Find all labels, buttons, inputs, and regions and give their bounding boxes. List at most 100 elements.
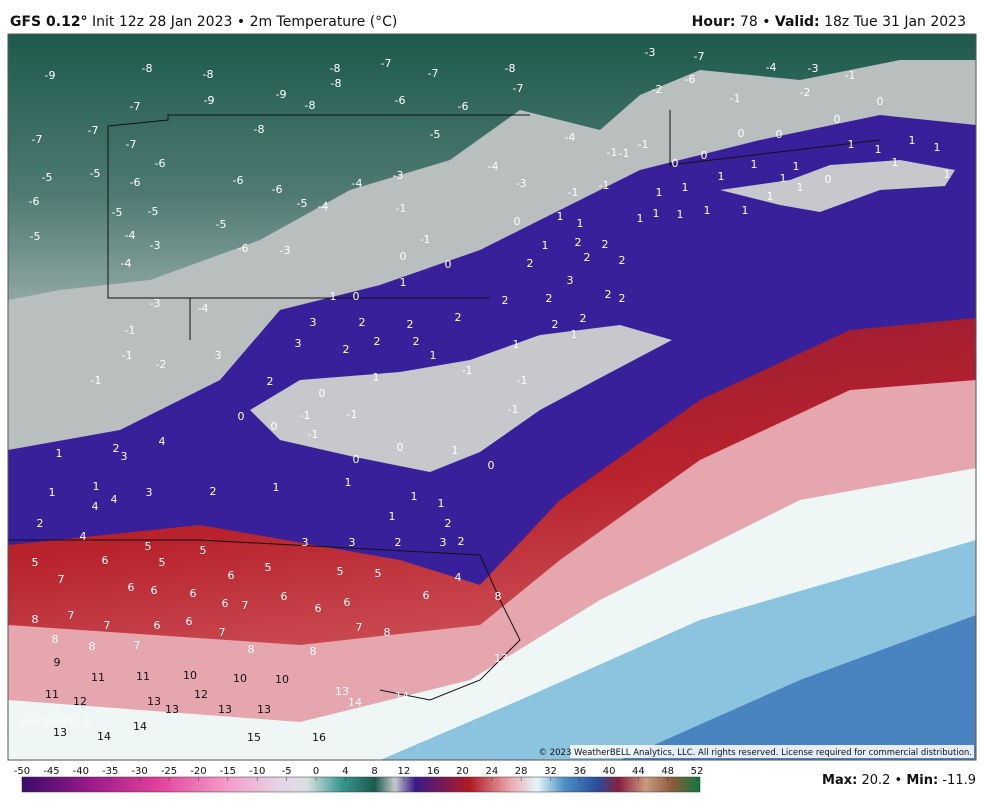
temperature-label: 2	[343, 343, 350, 356]
temperature-label: 1	[430, 349, 437, 362]
temperature-label: 2	[575, 236, 582, 249]
temperature-label: -7	[88, 124, 99, 137]
temperature-label: -6	[130, 176, 141, 189]
colorbar-tick-label: 44	[632, 766, 645, 777]
temperature-label: 15	[247, 731, 261, 744]
temperature-label: 1	[330, 290, 337, 303]
temperature-label: 11	[45, 688, 59, 701]
field: 2m Temperature (°C)	[250, 14, 398, 30]
temperature-label: 7	[68, 609, 75, 622]
temperature-label: 3	[121, 450, 128, 463]
temperature-label: 0	[834, 113, 841, 126]
temperature-label: 0	[701, 149, 708, 162]
temperature-label: 2	[502, 294, 509, 307]
temperature-label: 1	[718, 170, 725, 183]
temperature-label: 4	[92, 500, 99, 513]
temperature-label: 6	[190, 587, 197, 600]
temperature-label: -5	[112, 206, 123, 219]
temperature-label: 3	[567, 274, 574, 287]
temperature-label: 1	[637, 212, 644, 225]
temperature-label: 7	[134, 639, 141, 652]
temperature-label: 9	[54, 656, 61, 669]
temperature-label: 1	[934, 141, 941, 154]
colorbar	[21, 776, 701, 793]
temperature-label: -1	[347, 408, 358, 421]
temperature-label: -7	[130, 100, 141, 113]
temperature-label: 1	[345, 476, 352, 489]
temperature-label: 1	[892, 156, 899, 169]
temperature-label: 1	[273, 481, 280, 494]
temperature-label: 1	[656, 186, 663, 199]
temperature-label: 1	[571, 328, 578, 341]
hour-label: Hour:	[692, 14, 736, 30]
temperature-label: 0	[738, 127, 745, 140]
header-left: GFS 0.12° Init 12z 28 Jan 2023 • 2m Temp…	[10, 14, 397, 30]
colorbar-tick-label: 52	[691, 766, 704, 777]
temperature-label: -3	[150, 297, 161, 310]
temperature-label: 1	[909, 134, 916, 147]
temperature-label: -3	[150, 239, 161, 252]
temperature-label: 2	[458, 535, 465, 548]
colorbar-tick-label: -35	[102, 766, 118, 777]
temperature-label: 0	[271, 420, 278, 433]
temperature-label: -2	[156, 358, 167, 371]
temperature-label: 1	[875, 143, 882, 156]
max-label: Max:	[822, 773, 857, 788]
map-frame	[7, 33, 977, 761]
temperature-label: 3	[215, 349, 222, 362]
temperature-label: 1	[56, 447, 63, 460]
temperature-label: -1	[619, 147, 630, 160]
temperature-label: 14	[348, 696, 362, 709]
temperature-label: -3	[808, 62, 819, 75]
temperature-label: 2	[407, 318, 414, 331]
temperature-label: 8	[248, 643, 255, 656]
temperature-label: 5	[145, 540, 152, 553]
temperature-label: -3	[280, 244, 291, 257]
temperature-label: -4	[121, 257, 132, 270]
colorbar-tick-label: 20	[456, 766, 469, 777]
temperature-label: -1	[396, 202, 407, 215]
temperature-label: -2	[652, 83, 663, 96]
valid-label: Valid:	[775, 14, 820, 30]
temperature-label: 10	[183, 669, 197, 682]
temperature-label: 1	[400, 276, 407, 289]
temperature-label: -5	[216, 218, 227, 231]
temperature-label: 1	[653, 207, 660, 220]
temperature-label: 6	[102, 554, 109, 567]
temperature-label: -4	[198, 302, 209, 315]
temperature-label: 0	[400, 250, 407, 263]
separator: •	[237, 14, 245, 30]
temperature-label: 1	[93, 480, 100, 493]
temperature-label: -1	[607, 146, 618, 159]
temperature-label: 13	[494, 652, 508, 665]
temperature-label: -4	[352, 177, 363, 190]
temperature-label: -7	[32, 133, 43, 146]
temperature-label: 5	[32, 556, 39, 569]
temperature-label: -7	[694, 50, 705, 63]
temperature-label: -1	[730, 92, 741, 105]
valid: 18z Tue 31 Jan 2023	[824, 14, 966, 30]
temperature-label: -9	[45, 69, 56, 82]
temperature-label: 1	[677, 208, 684, 221]
temperature-label: -8	[330, 62, 341, 75]
temperature-label: 2	[413, 335, 420, 348]
temperature-label: 1	[704, 204, 711, 217]
colorbar-tick-label: 4	[342, 766, 348, 777]
temperature-label: 14	[395, 690, 409, 703]
max: 20.2	[861, 773, 890, 788]
temperature-label: 6	[186, 615, 193, 628]
temperature-label: 5	[337, 565, 344, 578]
temperature-label: 2	[580, 312, 587, 325]
temperature-label: -4	[318, 200, 329, 213]
temperature-label: -1	[517, 374, 528, 387]
separator: •	[895, 773, 903, 788]
temperature-label: 13	[147, 695, 161, 708]
temperature-label: 14	[97, 730, 111, 743]
temperature-label: 2	[602, 238, 609, 251]
temperature-label: -9	[204, 94, 215, 107]
temperature-label: 1	[513, 338, 520, 351]
temperature-label: 0	[877, 95, 884, 108]
temperature-label: 4	[455, 571, 462, 584]
temperature-label: 12	[194, 688, 208, 701]
